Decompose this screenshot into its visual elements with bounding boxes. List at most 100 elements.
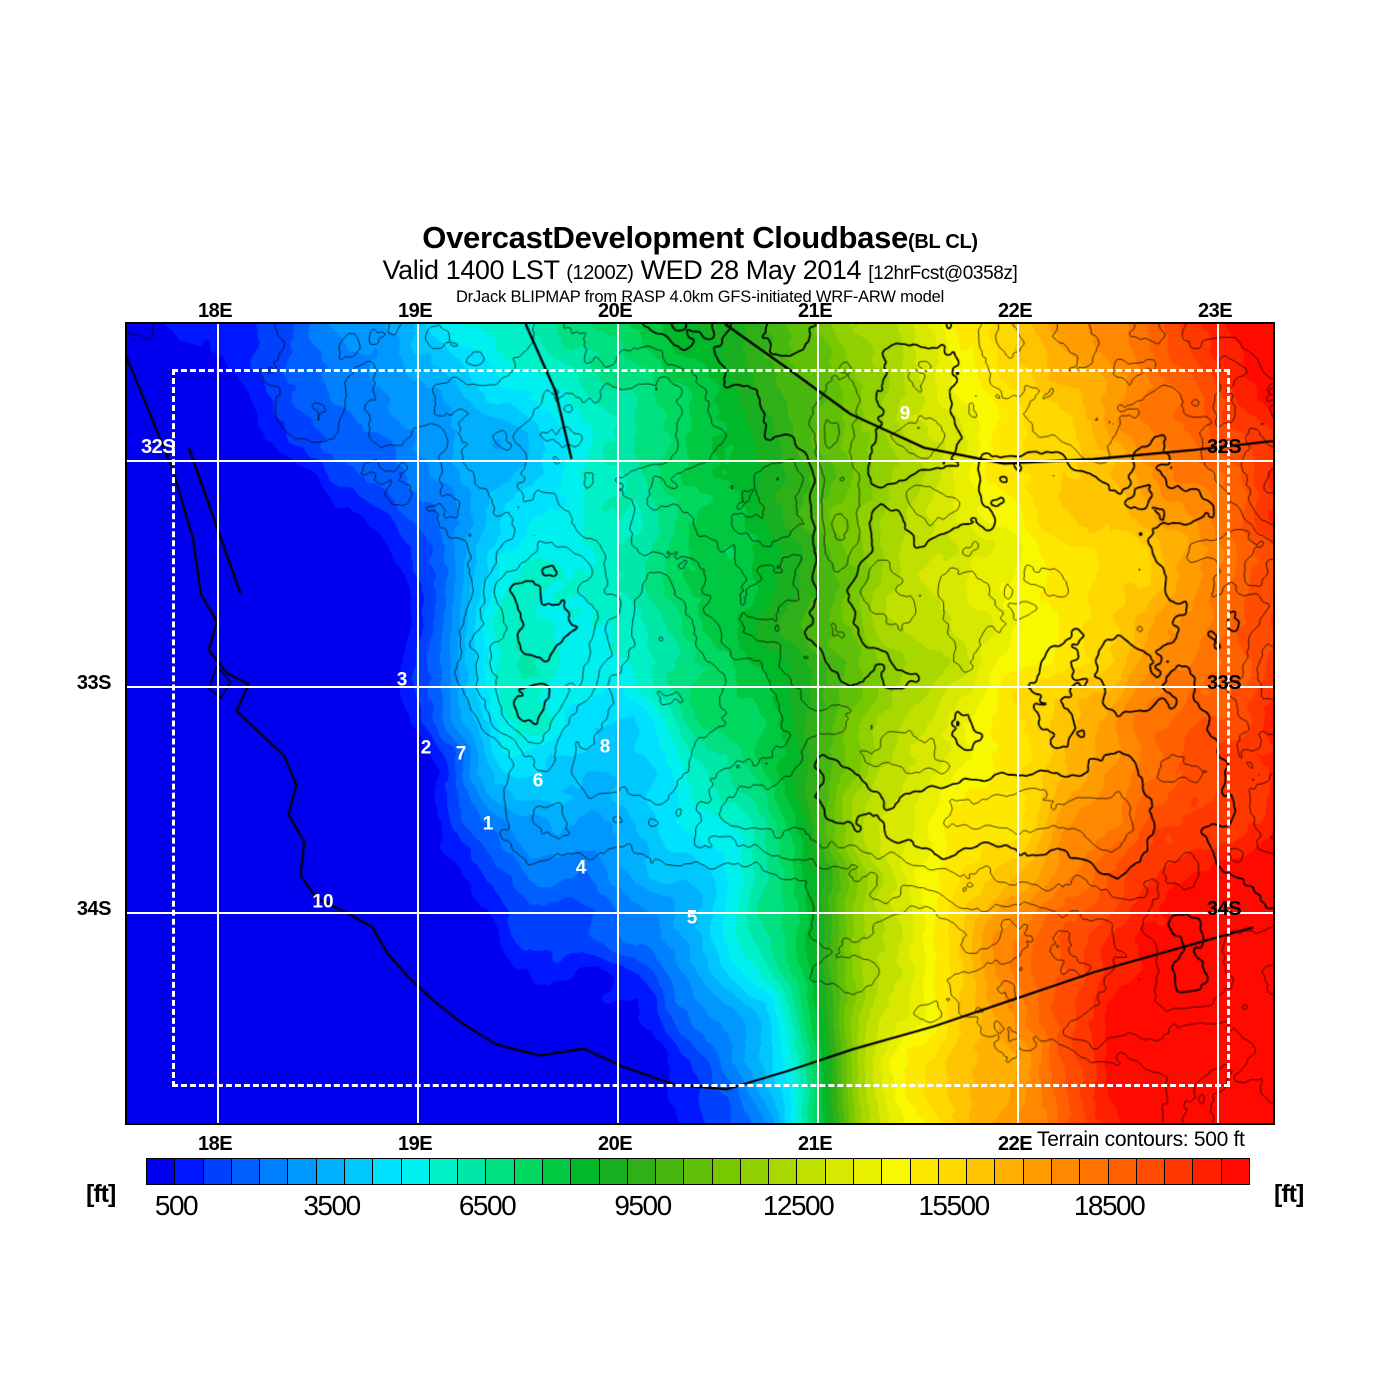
colorbar-cell-12	[486, 1159, 515, 1184]
colorbar-swatches	[146, 1158, 1250, 1185]
colorbar-unit-left: [ft]	[86, 1180, 116, 1208]
lat-label-right-34S: 34S	[1207, 898, 1242, 921]
colorbar-cell-28	[938, 1159, 968, 1184]
colorbar-cell-31	[1023, 1159, 1052, 1184]
colorbar-legend: [ft] [ft] 500 3500 6500 9500 12500 15500 18500	[0, 1158, 1400, 1238]
lon-label-top-18E: 18E	[197, 300, 233, 322]
lat-label-left-inside-32S: 32S	[141, 435, 176, 458]
lon-label-bottom-18E: 18E	[197, 1133, 233, 1155]
lon-label-bottom-20E: 20E	[597, 1133, 633, 1155]
valid-prefix: Valid 1400 LST	[382, 254, 560, 285]
graticule-meridian-21E	[817, 324, 819, 1123]
colorbar-cell-26	[882, 1159, 911, 1184]
colorbar-tick-6500: 6500	[458, 1190, 517, 1221]
colorbar-cell-6	[316, 1159, 345, 1184]
lat-label-left-33S: 33S	[76, 671, 112, 694]
colorbar-tick-3500: 3500	[303, 1190, 361, 1221]
colorbar-cell-29	[967, 1159, 996, 1184]
colorbar-cell-9	[401, 1159, 430, 1184]
title-valid-line: Valid 1400 LST (1200Z) WED 28 May 2014 […	[0, 254, 1400, 285]
colorbar-cell-24	[825, 1159, 855, 1184]
colorbar-cell-14	[542, 1159, 572, 1184]
colorbar-cell-38	[1221, 1159, 1249, 1184]
graticule-parallel-34S	[127, 912, 1273, 915]
title-block: OvercastDevelopment Cloudbase(BL CL) Val…	[0, 220, 1400, 307]
graticule-parallel-32S	[127, 459, 1273, 462]
colorbar-cell-35	[1136, 1159, 1166, 1184]
colorbar-tick-12500: 12500	[762, 1190, 835, 1221]
colorbar-cell-2	[203, 1159, 232, 1184]
map-waypoint-4[interactable]: 4	[575, 857, 587, 879]
colorbar-cell-11	[458, 1159, 487, 1184]
colorbar-cell-25	[854, 1159, 883, 1184]
colorbar-cell-37	[1193, 1159, 1222, 1184]
lon-label-top-23E: 23E	[1197, 300, 1233, 322]
page-title: OvercastDevelopment Cloudbase(BL CL)	[0, 220, 1400, 255]
colorbar-cell-4	[260, 1159, 289, 1184]
colorbar-cell-23	[797, 1159, 826, 1184]
valid-date: WED 28 May 2014	[640, 254, 862, 285]
lon-label-top-20E: 20E	[597, 300, 633, 322]
valid-z: (1200Z)	[566, 261, 634, 284]
model-domain-box	[172, 369, 1230, 1087]
colorbar-cell-19	[684, 1159, 713, 1184]
lon-label-bottom-22E: 22E	[997, 1133, 1033, 1155]
colorbar-cell-27	[910, 1159, 939, 1184]
lon-label-top-21E: 21E	[797, 300, 833, 322]
terrain-contour-note: Terrain contours: 500 ft	[1037, 1128, 1245, 1151]
colorbar-tick-500: 500	[154, 1190, 199, 1221]
map-waypoint-10[interactable]: 10	[312, 891, 334, 913]
colorbar-cell-18	[656, 1159, 685, 1184]
colorbar-cell-8	[373, 1159, 402, 1184]
colorbar-tick-18500: 18500	[1073, 1190, 1146, 1221]
map-overlay: 1 2 3 4 5 6 7 8 9 10	[127, 324, 1273, 1123]
cloudbase-heatmap	[127, 324, 1273, 1123]
title-main-text: OvercastDevelopment Cloudbase	[422, 220, 908, 255]
forecast-hour: [12hrFcst@0358z]	[868, 262, 1018, 284]
colorbar-cell-22	[769, 1159, 798, 1184]
colorbar-unit-right: [ft]	[1274, 1180, 1304, 1208]
map-waypoint-8[interactable]: 8	[599, 736, 611, 758]
lon-label-bottom-19E: 19E	[397, 1133, 433, 1155]
model-credit: DrJack BLIPMAP from RASP 4.0km GFS-initi…	[455, 287, 945, 306]
colorbar-cell-5	[288, 1159, 317, 1184]
graticule-meridian-22E	[1017, 324, 1019, 1123]
colorbar-cell-33	[1080, 1159, 1109, 1184]
colorbar-tick-15500: 15500	[918, 1190, 990, 1221]
colorbar-cell-30	[995, 1159, 1024, 1184]
colorbar-cell-32	[1052, 1159, 1081, 1184]
graticule-meridian-19E	[417, 324, 419, 1123]
lat-label-left-34S: 34S	[76, 898, 112, 921]
colorbar-cell-34	[1108, 1159, 1137, 1184]
map-waypoint-7[interactable]: 7	[455, 743, 467, 765]
colorbar-cell-16	[599, 1159, 628, 1184]
title-suffix: (BL CL)	[908, 231, 978, 253]
lat-label-right-32S: 32S	[1207, 435, 1242, 458]
colorbar-cell-0	[147, 1159, 176, 1184]
colorbar-cell-36	[1165, 1159, 1194, 1184]
lon-label-top-19E: 19E	[397, 300, 433, 322]
map-waypoint-6[interactable]: 6	[532, 770, 544, 792]
colorbar-cell-3	[231, 1159, 261, 1184]
colorbar-cell-7	[344, 1159, 374, 1184]
lon-label-bottom-21E: 21E	[797, 1133, 833, 1155]
graticule-meridian-20E	[617, 324, 619, 1123]
map-waypoint-1[interactable]: 1	[482, 813, 494, 835]
lat-label-right-33S: 33S	[1207, 671, 1242, 694]
graticule-parallel-33S	[127, 685, 1273, 688]
graticule-meridian-23E	[1217, 324, 1219, 1123]
lon-label-top-22E: 22E	[997, 300, 1033, 322]
colorbar-cell-15	[571, 1159, 600, 1184]
graticule-meridian-18E	[217, 324, 219, 1123]
map-waypoint-3[interactable]: 3	[396, 669, 408, 691]
colorbar-cell-1	[175, 1159, 204, 1184]
colorbar-tick-9500: 9500	[614, 1190, 672, 1221]
map-waypoint-9[interactable]: 9	[899, 403, 911, 425]
map-waypoint-5[interactable]: 5	[686, 907, 698, 929]
colorbar-cell-10	[429, 1159, 459, 1184]
map-waypoint-2[interactable]: 2	[420, 737, 432, 759]
map-panel[interactable]: 1 2 3 4 5 6 7 8 9 10	[125, 322, 1275, 1125]
colorbar-cell-17	[627, 1159, 657, 1184]
colorbar-cell-13	[514, 1159, 543, 1184]
colorbar-cell-20	[712, 1159, 741, 1184]
